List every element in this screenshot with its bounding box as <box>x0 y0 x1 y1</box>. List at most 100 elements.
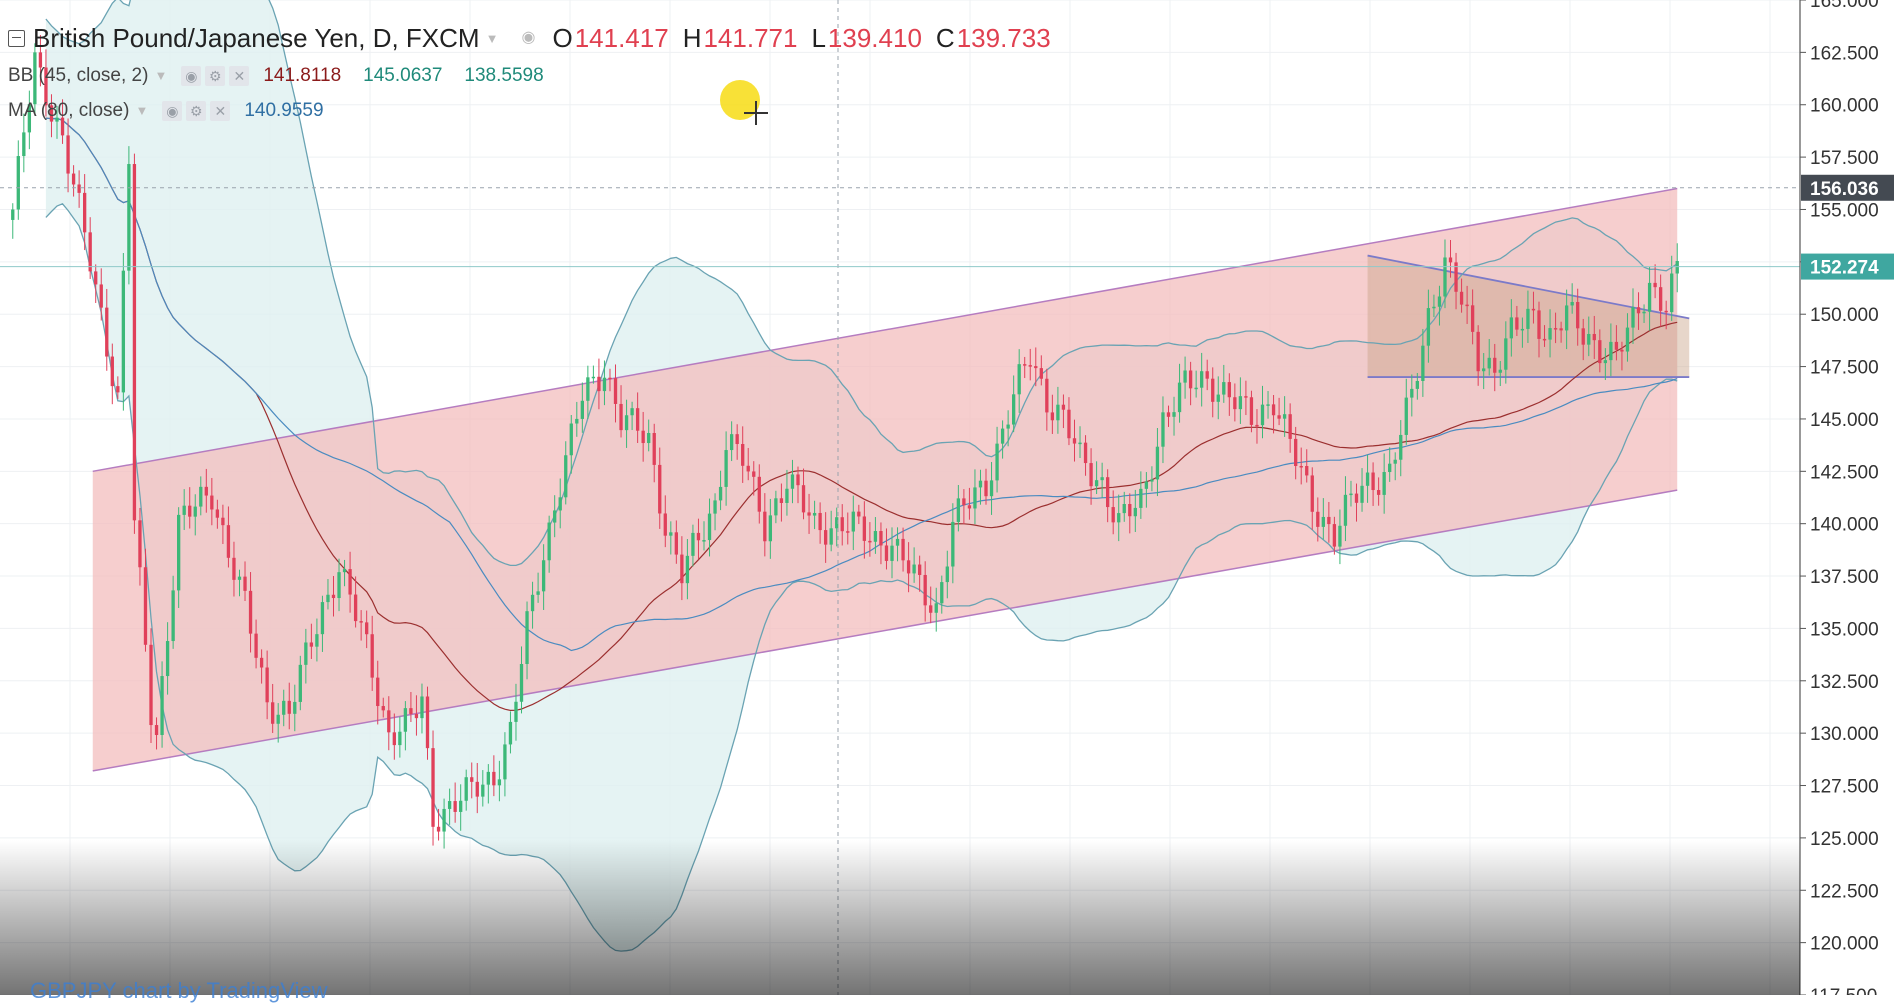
ma-label: MA (80, close) <box>8 99 130 121</box>
close-icon[interactable]: ✕ <box>229 65 250 86</box>
chevron-down-icon[interactable]: ▼ <box>135 103 149 118</box>
candle-body <box>1465 304 1469 307</box>
candle-body <box>1271 404 1276 416</box>
candle-body <box>1603 360 1608 364</box>
candle-body <box>464 777 468 801</box>
gear-icon[interactable]: ⚙ <box>186 100 207 121</box>
candle-body <box>1642 311 1646 314</box>
candle-body <box>796 474 800 486</box>
candle-body <box>1426 308 1431 346</box>
candle <box>82 174 87 251</box>
candle <box>221 504 225 544</box>
candle-body <box>1034 366 1038 369</box>
candle-body <box>1553 328 1558 330</box>
candle <box>1598 329 1602 373</box>
candle <box>1133 489 1137 532</box>
candle-body <box>348 569 352 595</box>
collapse-icon[interactable] <box>8 29 25 47</box>
axis-tick-label: 165.000 <box>1810 0 1879 12</box>
candlesticks[interactable] <box>11 35 1679 849</box>
candle-body <box>812 512 817 516</box>
candle-body <box>1515 317 1519 330</box>
candle-body <box>398 731 402 746</box>
candle <box>635 392 640 444</box>
candle-body <box>1166 412 1171 417</box>
candle <box>818 502 822 544</box>
candle <box>27 90 32 150</box>
candle <box>66 118 70 193</box>
candle-body <box>752 471 756 477</box>
gear-icon[interactable]: ⚙ <box>205 65 226 86</box>
candle-body <box>248 590 253 634</box>
eye-icon[interactable]: ◉ <box>162 100 183 121</box>
candle-body <box>143 567 148 645</box>
candle <box>735 424 739 460</box>
candle-body <box>1658 287 1663 311</box>
candle-body <box>1636 307 1641 314</box>
price-axis[interactable]: 165.000162.500160.000157.500155.000152.5… <box>1799 0 1895 995</box>
candle <box>1548 309 1552 358</box>
candle <box>1476 325 1480 386</box>
price-label-text: 152.274 <box>1810 258 1879 279</box>
candle <box>271 683 275 733</box>
candle-body <box>674 532 678 555</box>
candle <box>1404 378 1408 445</box>
candle-body <box>1404 397 1408 435</box>
candle <box>342 559 347 587</box>
candle-body <box>1249 397 1254 425</box>
candle-body <box>586 377 590 401</box>
candle <box>846 512 850 545</box>
candle-body <box>110 356 114 387</box>
indicator-row-bb[interactable]: BB (45, close, 2) ▼ ◉ ⚙ ✕ 141.8118 145.0… <box>8 58 1051 93</box>
candle-body <box>713 500 717 514</box>
candle-body <box>1647 282 1652 312</box>
candle <box>934 587 938 632</box>
candle <box>193 494 197 536</box>
candle-body <box>1282 414 1287 419</box>
close-icon[interactable]: ✕ <box>210 100 231 121</box>
chevron-down-icon[interactable]: ▼ <box>154 68 168 83</box>
candle-body <box>27 104 32 133</box>
candle-body <box>503 744 507 780</box>
chevron-down-icon[interactable]: ▼ <box>485 30 499 46</box>
eye-icon[interactable]: ◉ <box>521 29 536 46</box>
candle <box>945 550 949 599</box>
candle <box>1211 367 1215 418</box>
candle-body <box>912 564 916 574</box>
candle <box>530 581 535 629</box>
candle-body <box>1388 463 1392 473</box>
candle-body <box>1144 481 1149 489</box>
indicator-row-ma[interactable]: MA (80, close) ▼ ◉ ⚙ ✕ 140.9559 <box>8 93 1051 128</box>
axis-tick-label: 155.000 <box>1810 200 1879 221</box>
candle-body <box>1100 477 1104 481</box>
candle-body <box>1128 503 1132 517</box>
candle <box>851 495 855 551</box>
candle <box>177 507 181 608</box>
regression-channel[interactable] <box>92 187 1678 772</box>
candle-body <box>177 514 181 591</box>
candle <box>1642 304 1646 323</box>
candle-body <box>376 677 380 707</box>
candle <box>282 689 286 727</box>
candle <box>868 522 872 557</box>
candle-body <box>1188 370 1193 389</box>
candle-body <box>1415 380 1419 389</box>
candle <box>381 697 385 718</box>
candle <box>49 94 54 138</box>
candle <box>929 586 933 624</box>
candle <box>431 730 435 846</box>
candle-body <box>298 664 302 702</box>
eye-icon[interactable]: ◉ <box>181 65 202 86</box>
candle-body <box>132 164 137 521</box>
candle-body <box>984 480 988 497</box>
candle-body <box>1371 472 1375 491</box>
candle-body <box>215 509 220 518</box>
candle <box>1205 359 1209 391</box>
candle <box>1603 348 1608 381</box>
candle-body <box>868 540 872 543</box>
candle-body <box>1343 494 1348 526</box>
candle-body <box>1365 472 1370 486</box>
candle-body <box>873 531 878 542</box>
candle-body <box>923 574 927 606</box>
